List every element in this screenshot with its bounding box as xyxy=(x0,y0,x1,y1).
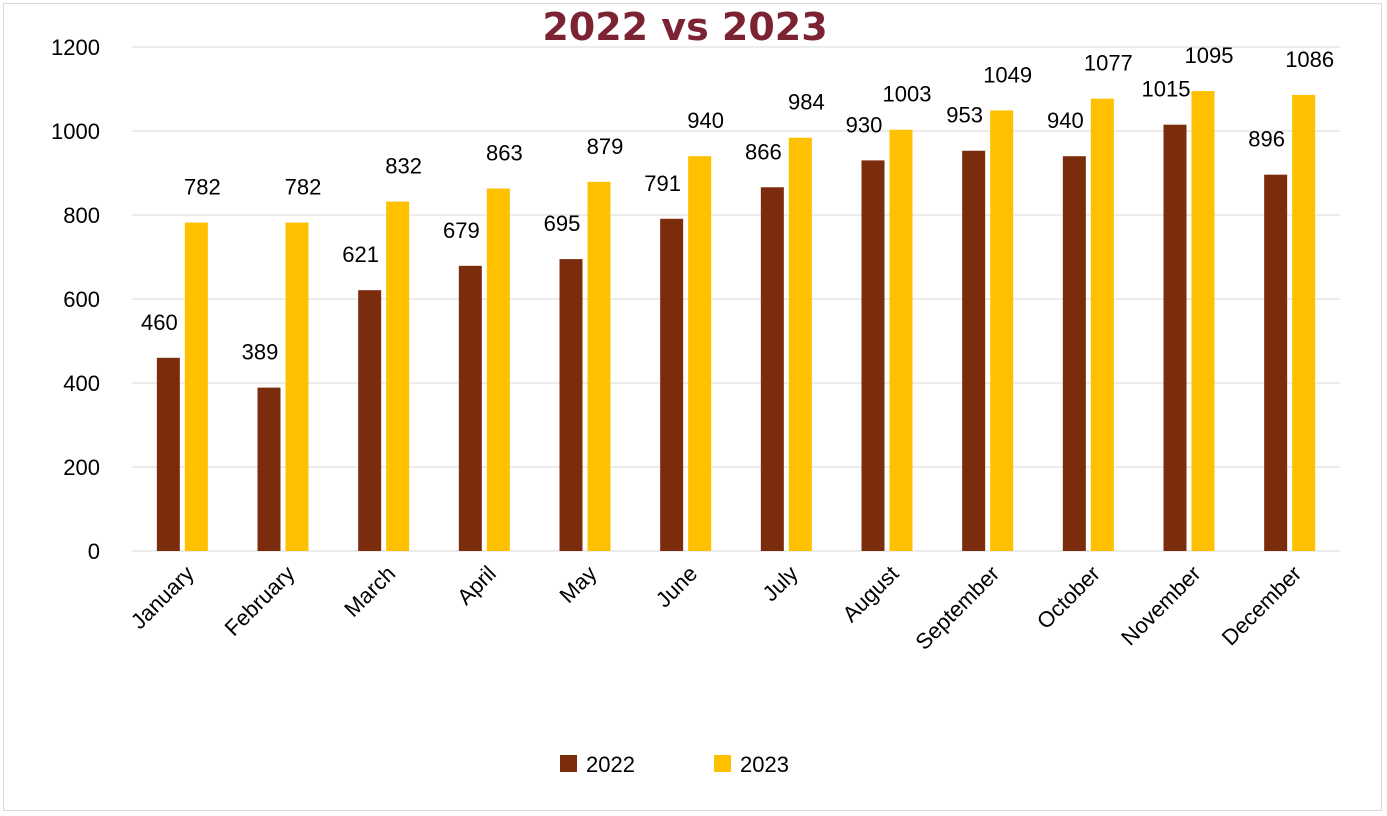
x-tick-label: February xyxy=(220,561,300,641)
data-label-2023: 832 xyxy=(385,154,422,179)
data-label-2023: 1049 xyxy=(983,62,1032,87)
data-label-2022: 896 xyxy=(1248,127,1285,152)
data-label-2022: 695 xyxy=(544,211,581,236)
data-label-2023: 984 xyxy=(788,90,825,115)
bar-2023 xyxy=(788,137,812,551)
data-label-2023: 863 xyxy=(486,141,523,166)
bar-2022 xyxy=(559,259,583,551)
y-tick-label: 200 xyxy=(63,455,100,480)
data-label-2023: 1003 xyxy=(883,82,932,107)
data-labels: 4607823897826218326798636958797919408669… xyxy=(141,43,1334,365)
bar-2022 xyxy=(257,387,281,551)
bar-2023 xyxy=(184,222,208,551)
bar-2022 xyxy=(861,160,885,551)
x-tick-label: August xyxy=(837,561,903,627)
data-label-2023: 782 xyxy=(285,175,322,200)
data-label-2022: 953 xyxy=(946,103,983,128)
data-label-2022: 930 xyxy=(846,112,883,137)
legend-swatch-2022 xyxy=(560,755,577,772)
data-label-2023: 879 xyxy=(587,134,624,159)
bar-2022 xyxy=(1062,156,1086,551)
data-label-2022: 940 xyxy=(1047,108,1084,133)
y-tick-label: 1200 xyxy=(51,35,100,60)
y-tick-label: 400 xyxy=(63,371,100,396)
bar-2023 xyxy=(587,181,611,551)
x-tick-label: June xyxy=(651,561,702,612)
y-axis-tick-labels: 0 200 400 600 800 1000 1200 xyxy=(51,35,100,564)
data-label-2022: 389 xyxy=(242,340,279,365)
bar-2023 xyxy=(486,188,510,552)
data-label-2022: 621 xyxy=(342,242,379,267)
bar-2022 xyxy=(156,357,180,551)
bar-2023 xyxy=(990,110,1014,552)
bar-2023 xyxy=(1292,94,1316,551)
bar-2022 xyxy=(1264,174,1288,551)
x-tick-label: July xyxy=(758,561,803,606)
data-label-2023: 782 xyxy=(184,175,221,200)
data-label-2022: 679 xyxy=(443,218,480,243)
data-label-2023: 940 xyxy=(687,108,724,133)
bar-2022 xyxy=(760,187,784,551)
bar-2023 xyxy=(688,156,712,551)
x-tick-label: January xyxy=(126,561,199,634)
data-label-2023: 1077 xyxy=(1084,51,1133,76)
data-label-2022: 1015 xyxy=(1142,77,1191,102)
y-tick-label: 600 xyxy=(63,287,100,312)
data-label-2023: 1086 xyxy=(1285,47,1334,72)
data-label-2022: 460 xyxy=(141,310,178,335)
x-tick-label: November xyxy=(1116,561,1205,650)
data-label-2023: 1095 xyxy=(1185,43,1234,68)
x-tick-label: September xyxy=(910,561,1004,655)
x-tick-label: October xyxy=(1032,561,1105,634)
bar-2023 xyxy=(386,201,410,551)
legend: 2022 2023 xyxy=(560,752,789,777)
x-axis-tick-labels: January February March April May June July Augu… xyxy=(126,561,1306,655)
bar-2022 xyxy=(458,265,482,551)
bar-2023 xyxy=(285,222,309,551)
bar-2022 xyxy=(660,218,684,551)
bars xyxy=(156,91,1316,552)
y-tick-label: 800 xyxy=(63,203,100,228)
legend-swatch-2023 xyxy=(714,755,731,772)
gridlines xyxy=(132,46,1340,552)
x-tick-label: December xyxy=(1217,561,1306,650)
bar-2023 xyxy=(1191,91,1215,551)
bar-2022 xyxy=(358,290,382,551)
legend-label-2022: 2022 xyxy=(586,752,635,777)
chart-title: 2022 vs 2023 xyxy=(542,5,827,49)
x-tick-label: March xyxy=(339,561,400,622)
y-tick-label: 0 xyxy=(88,539,100,564)
data-label-2022: 866 xyxy=(745,139,782,164)
x-tick-label: April xyxy=(452,561,501,610)
bar-2023 xyxy=(1090,98,1114,551)
data-label-2022: 791 xyxy=(644,171,681,196)
bar-2023 xyxy=(889,129,913,552)
y-tick-label: 1000 xyxy=(51,119,100,144)
legend-label-2023: 2023 xyxy=(740,752,789,777)
x-tick-label: May xyxy=(554,561,601,608)
bar-2022 xyxy=(1163,124,1187,551)
bar-2022 xyxy=(962,150,986,552)
